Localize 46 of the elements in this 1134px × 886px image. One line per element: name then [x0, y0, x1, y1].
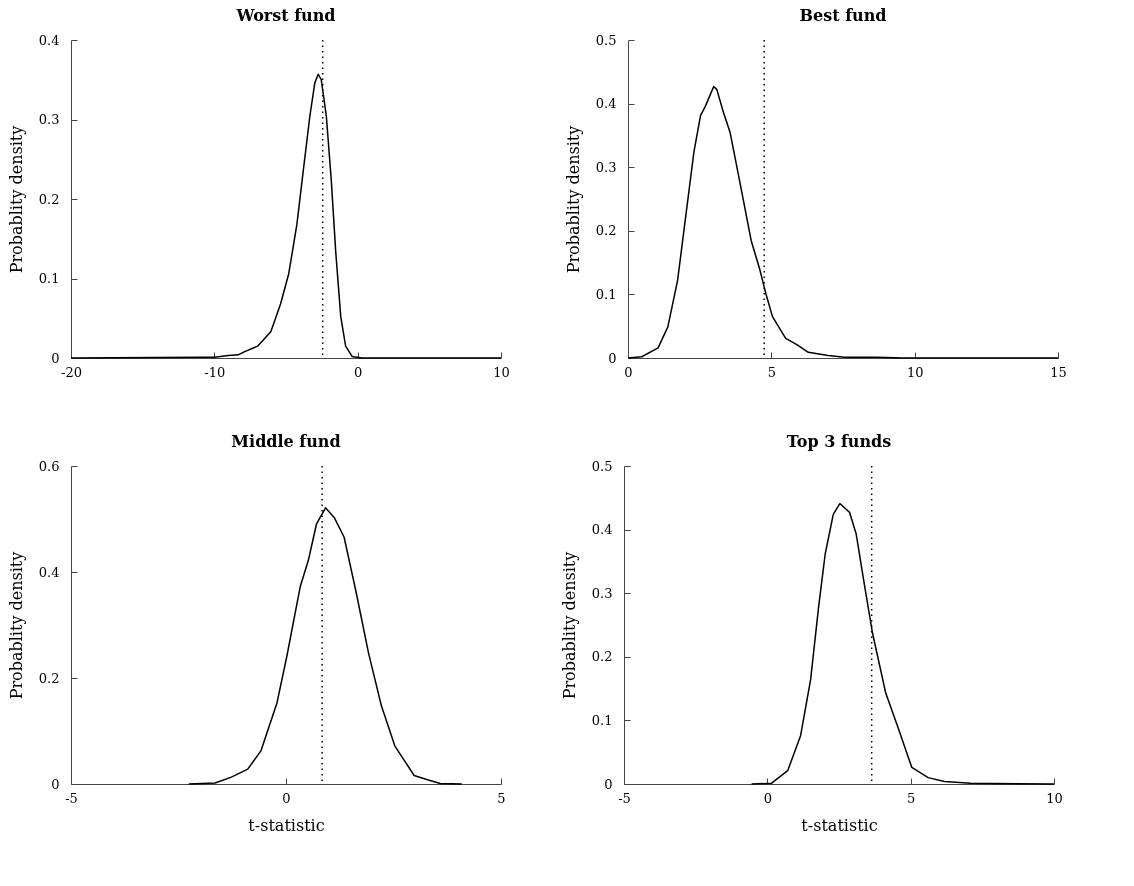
y-tick-label: 0.3 — [591, 585, 613, 601]
x-tick-label: 10 — [493, 364, 510, 380]
x-tick-label: 5 — [497, 790, 506, 806]
x-tick-label: 10 — [1046, 790, 1063, 806]
x-tick-label: 15 — [1050, 364, 1067, 380]
y-tick-label: 0.2 — [591, 649, 613, 665]
y-tick-label: 0.2 — [595, 223, 617, 239]
y-tick-label: 0.4 — [38, 564, 60, 580]
x-tick-label: -20 — [61, 364, 82, 380]
chart-title: Top 3 funds — [786, 432, 892, 451]
x-tick-label: 0 — [763, 790, 772, 806]
x-tick-label: -10 — [204, 364, 226, 380]
y-tick-label: 0.2 — [38, 670, 60, 686]
y-tick-label: 0.1 — [38, 271, 60, 286]
y-axis-title: Probablity density — [559, 551, 579, 700]
x-tick-label: 10 — [906, 364, 924, 380]
x-tick-label: -5 — [65, 790, 78, 806]
y-tick-label: 0.6 — [38, 458, 60, 474]
y-tick-label: 0.5 — [595, 32, 617, 48]
y-axis-title: Probablity density — [6, 125, 26, 274]
y-tick-label: 0.1 — [595, 286, 617, 302]
x-axis-title: t-statistic — [248, 815, 325, 835]
y-tick-label: 0 — [51, 776, 60, 792]
y-tick-label: 0.1 — [591, 712, 613, 728]
y-tick-label: 0.3 — [38, 112, 60, 127]
y-tick-label: 0 — [51, 350, 60, 366]
y-tick-label: 0.5 — [591, 458, 613, 474]
y-tick-label: 0 — [608, 350, 617, 366]
chart-title: Middle fund — [231, 432, 341, 451]
x-tick-label: 5 — [907, 790, 916, 806]
x-tick-label: 0 — [354, 364, 363, 380]
y-tick-label: 0 — [604, 776, 613, 792]
y-tick-label: 0.4 — [595, 96, 617, 112]
y-tick-label: 0.4 — [591, 522, 613, 538]
y-tick-label: 0.3 — [595, 159, 617, 175]
x-axis-title: t-statistic — [801, 815, 878, 835]
x-tick-label: -5 — [618, 790, 631, 806]
x-tick-label: 0 — [624, 364, 633, 380]
chart-title: Best fund — [799, 6, 887, 25]
chart-title: Worst fund — [235, 6, 336, 25]
y-tick-label: 0.2 — [38, 191, 60, 207]
y-axis-title: Probablity density — [6, 551, 26, 700]
y-tick-label: 0.4 — [38, 32, 60, 48]
x-tick-label: 0 — [282, 790, 291, 806]
y-axis-title: Probablity density — [563, 125, 583, 274]
x-tick-label: 5 — [767, 364, 776, 380]
